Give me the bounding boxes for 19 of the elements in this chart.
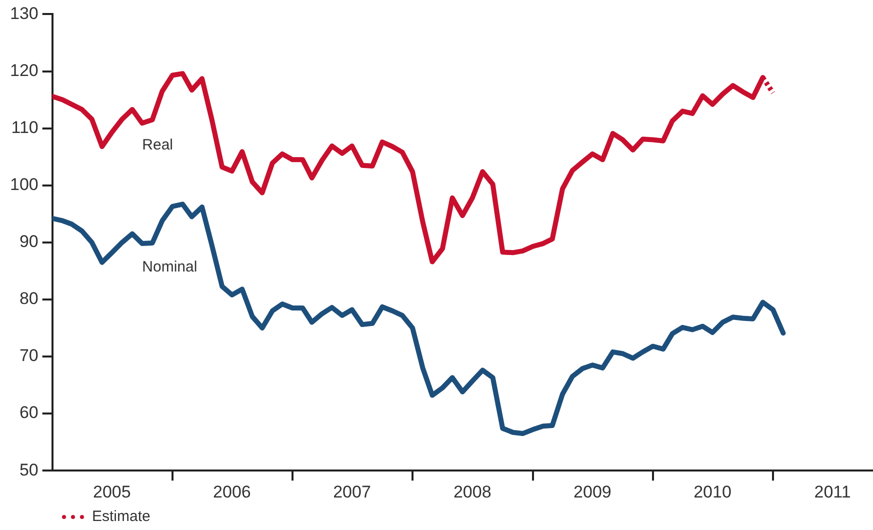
y-tick-label: 100 xyxy=(10,175,38,194)
series-label: Real xyxy=(142,136,174,154)
x-tick-label: 2011 xyxy=(814,482,851,502)
x-tick-label: 2009 xyxy=(574,482,612,502)
y-tick-label: 50 xyxy=(19,460,38,480)
x-tick-label: 2005 xyxy=(92,482,131,502)
x-tick-label: 2006 xyxy=(213,482,251,502)
y-tick-label: 110 xyxy=(11,118,38,137)
x-tick-label: 2008 xyxy=(453,482,492,502)
y-tick-label: 90 xyxy=(19,232,38,252)
y-tick-label: 80 xyxy=(19,289,38,308)
x-tick-label: 2007 xyxy=(333,482,371,502)
y-tick-label: 120 xyxy=(10,60,38,80)
y-tick-label: 130 xyxy=(10,4,38,23)
series-label: Nominal xyxy=(142,258,198,276)
legend-label: Estimate xyxy=(92,508,150,525)
x-tick-label: 2010 xyxy=(694,482,732,502)
y-tick-label: 70 xyxy=(19,346,38,366)
y-tick-label: 60 xyxy=(19,403,38,422)
